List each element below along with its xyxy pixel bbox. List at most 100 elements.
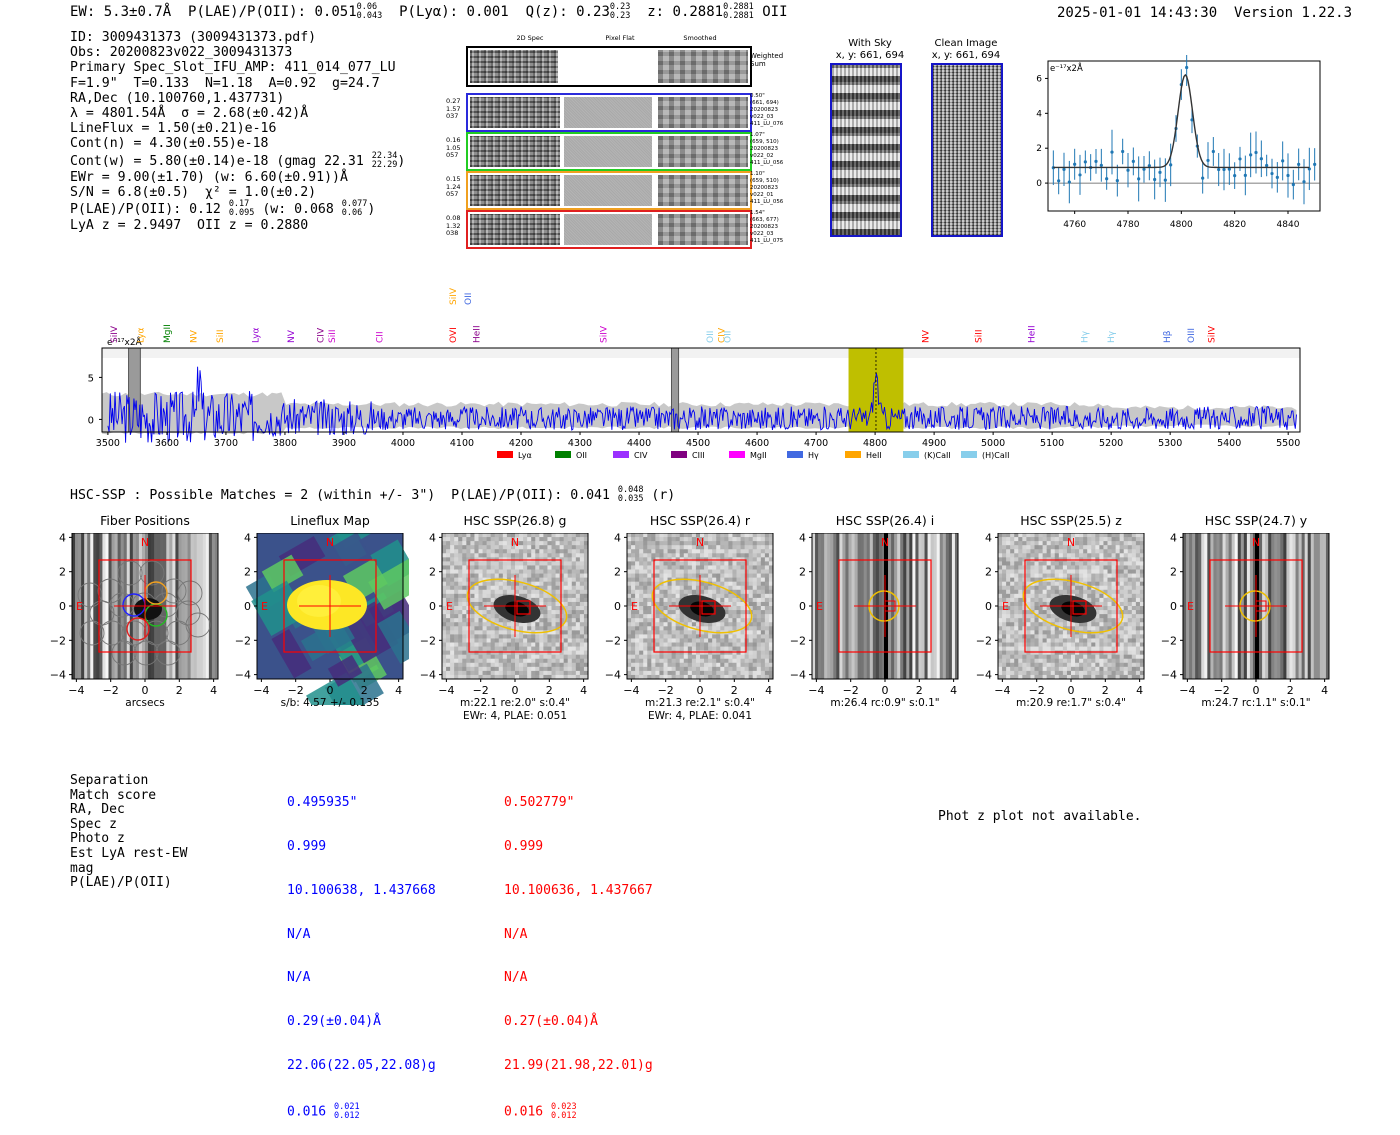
pixel: [1213, 533, 1217, 680]
pixel: [567, 670, 573, 676]
pixel: [502, 618, 508, 623]
pixel: [1131, 638, 1137, 643]
pixel: [1050, 541, 1056, 546]
pixel: [675, 630, 681, 635]
pixel: [744, 577, 750, 583]
pixel: [663, 622, 669, 627]
pixel: [1079, 537, 1084, 542]
pixel: [506, 666, 512, 672]
pixel: [563, 561, 569, 566]
pixel: [555, 593, 561, 599]
pixel: [551, 597, 557, 603]
pixel: [704, 589, 709, 595]
pixel: [1042, 565, 1048, 570]
pixel: [700, 545, 705, 550]
pixel: [486, 601, 492, 607]
pixel: [691, 541, 697, 546]
pixel: [631, 662, 636, 668]
pixel: [744, 549, 750, 554]
pixel: [1034, 585, 1040, 591]
pixel: [515, 638, 520, 643]
pixel: [748, 569, 754, 575]
pixel: [539, 618, 544, 623]
pixel: [1038, 654, 1044, 660]
pixel: [1107, 626, 1113, 631]
pixel: [752, 601, 758, 607]
fiber-circle: [121, 620, 147, 646]
pixel: [1119, 593, 1125, 599]
pixel: [1123, 626, 1129, 631]
pixel: [724, 650, 729, 656]
pixel: [1123, 533, 1129, 538]
pixel: [498, 674, 504, 680]
pixel: [740, 634, 746, 639]
pixel: [1135, 569, 1141, 575]
pixel: [583, 601, 589, 607]
pixel: [659, 569, 664, 575]
pixel: [1075, 593, 1080, 599]
pixel: [1050, 549, 1056, 554]
pixel: [631, 670, 636, 676]
pixel: [683, 622, 689, 627]
pixel: [510, 573, 516, 579]
pixel: [998, 606, 1003, 611]
cutout-grid: 2D Spec Pixel Flat Smoothed Weighted Sum…: [430, 34, 790, 260]
pixel: [1119, 561, 1125, 566]
pixel: [1058, 634, 1064, 639]
pixel: [474, 561, 479, 566]
pixel: [675, 670, 681, 676]
pixel: [724, 674, 729, 680]
pixel: [768, 553, 774, 558]
pixel: [732, 622, 737, 627]
pixel: [1058, 541, 1064, 546]
x-tick-label: 5200: [1099, 438, 1123, 449]
pixel: [1026, 658, 1031, 664]
pixel: [1030, 541, 1035, 546]
pixel: [704, 650, 709, 656]
pixel: [1062, 670, 1068, 676]
pixel: [539, 626, 544, 631]
pixel: [1002, 581, 1007, 587]
pixel: [1083, 573, 1088, 579]
pixel: [728, 646, 733, 652]
pixel: [643, 654, 648, 660]
pixel: [1034, 589, 1040, 595]
pixel: [732, 674, 737, 680]
legend-swatch: [555, 451, 571, 458]
pixel: [728, 634, 733, 639]
pixel: [523, 670, 528, 676]
pixel: [458, 557, 463, 562]
pixel: [1046, 565, 1052, 570]
pixel: [523, 585, 528, 591]
pixel: [768, 573, 774, 579]
pixel: [1079, 549, 1084, 554]
pixel: [547, 606, 552, 611]
pixel: [515, 646, 520, 652]
pixel: [462, 533, 467, 538]
pixel: [502, 634, 508, 639]
pixel: [663, 638, 669, 643]
pixel: [663, 662, 669, 668]
pixel: [543, 650, 548, 656]
pixel: [474, 662, 479, 668]
pixel: [768, 622, 774, 627]
pixel: [563, 670, 569, 676]
pixel: [675, 614, 681, 619]
pixel: [178, 533, 182, 680]
pixel: [1075, 561, 1080, 566]
pixel: [720, 634, 725, 639]
pixel: [1135, 626, 1141, 631]
pixel: [583, 614, 589, 619]
pixel: [1131, 630, 1137, 635]
pixel: [1071, 573, 1076, 579]
pixel: [454, 553, 459, 558]
pixel: [724, 549, 729, 554]
pixel: [627, 549, 632, 554]
pixel: [547, 610, 552, 615]
pixel: [1050, 565, 1056, 570]
pixel: [543, 618, 548, 623]
pixel: [1030, 585, 1035, 591]
pixel: [563, 585, 569, 591]
pixel: [700, 577, 705, 583]
